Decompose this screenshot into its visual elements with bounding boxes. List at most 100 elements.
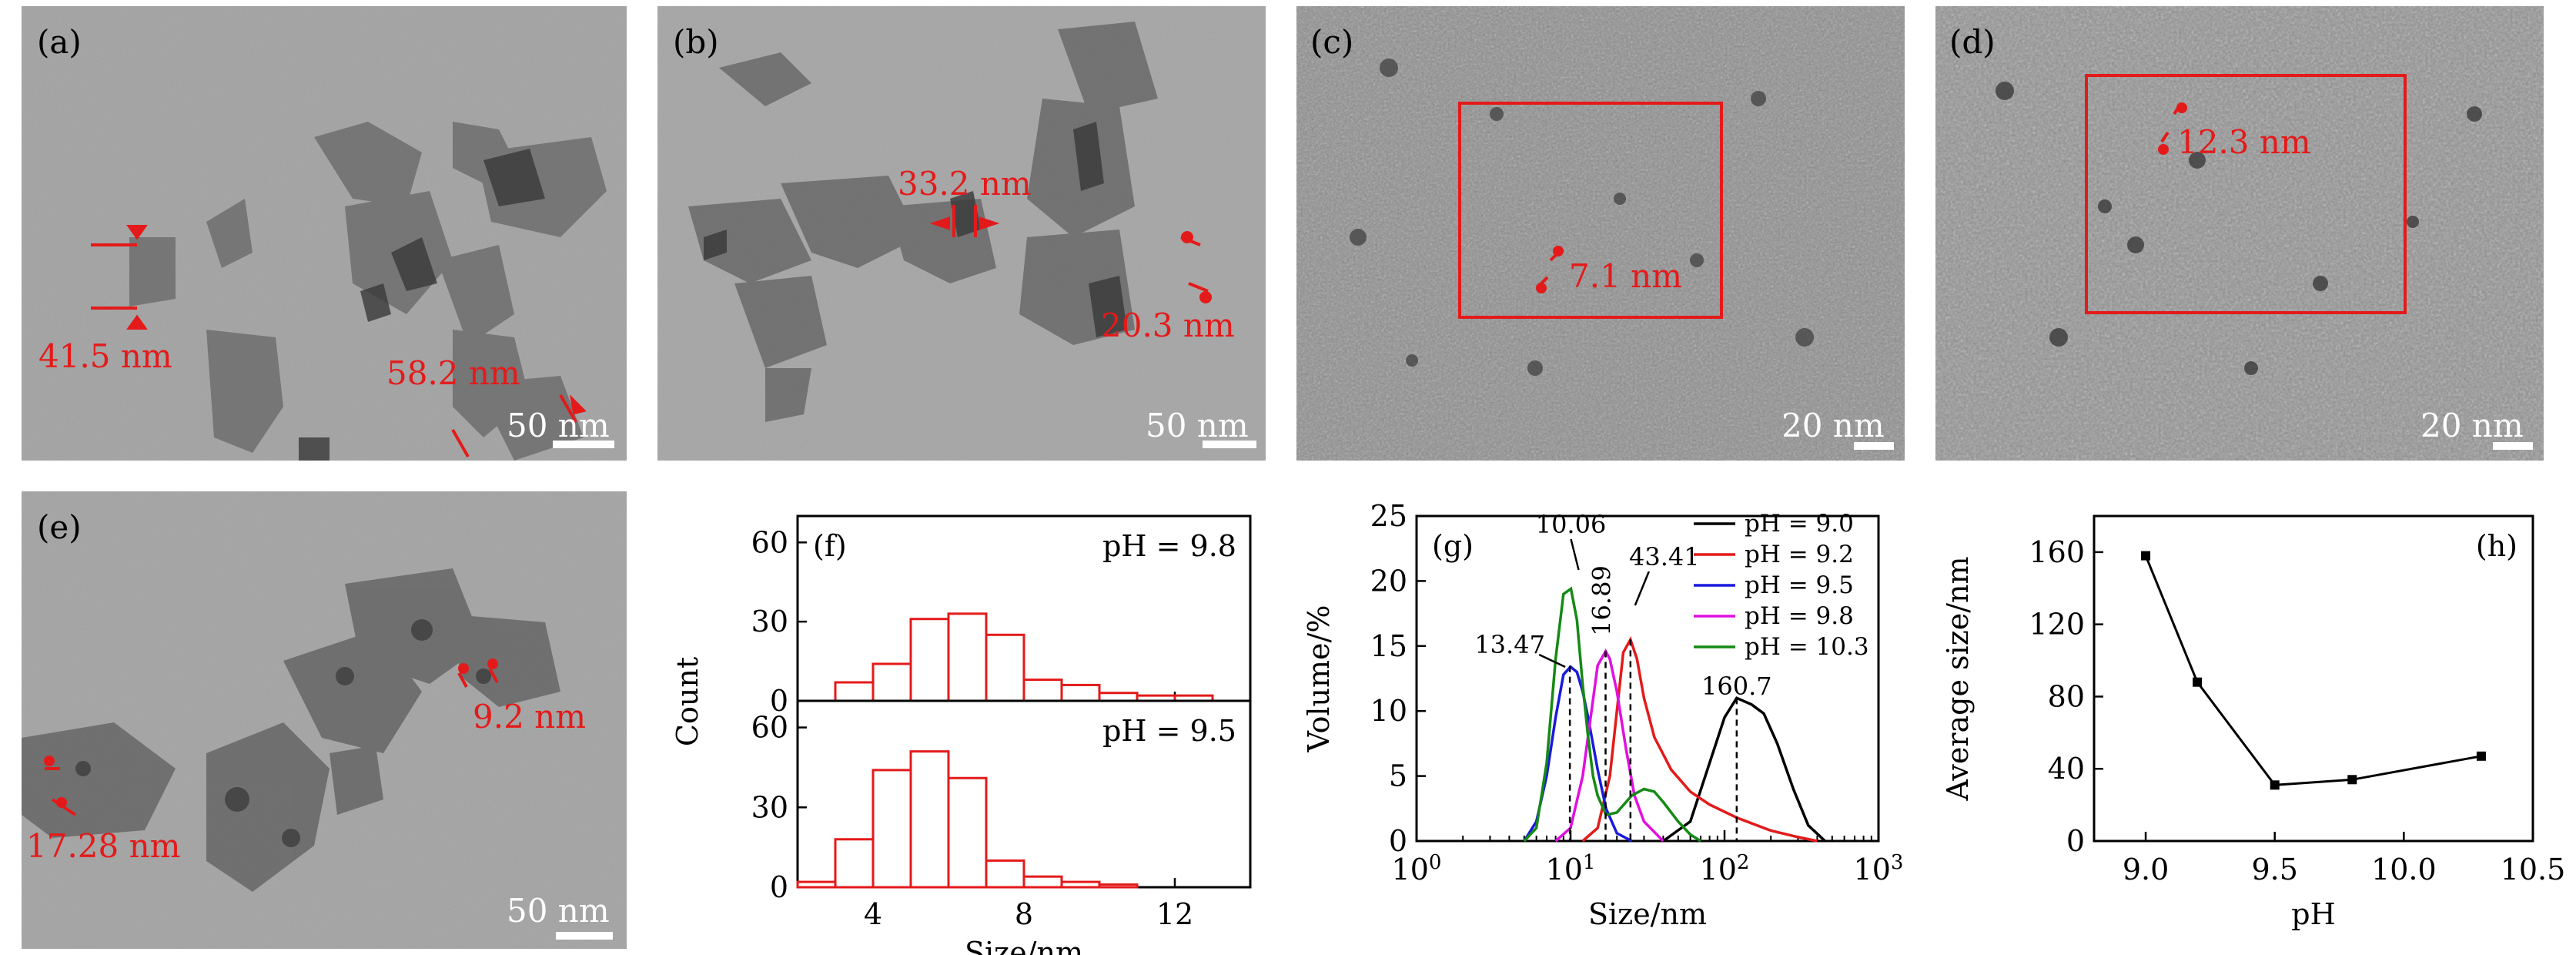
- size-annotation-20-3: 20.3 nm: [1101, 307, 1235, 344]
- histogram-bar: [947, 612, 988, 702]
- y-tick-label: 120: [2029, 608, 2085, 642]
- legend-label: pH = 9.0: [1745, 510, 1854, 538]
- histogram-bar: [1022, 679, 1063, 702]
- zoom-region: [2085, 74, 2407, 314]
- series-line: [1523, 586, 1701, 843]
- histogram-bar: [985, 859, 1025, 889]
- average-size-chart: 0 40 80 120 160 9.0 9.5 10.0 10.5 (h) pH Average si…: [1941, 514, 2566, 931]
- size-annotation-7-1: 7.1 nm: [1569, 257, 1683, 295]
- y-tick-label: 10: [1370, 694, 1407, 728]
- y-tick-label: 30: [751, 790, 788, 824]
- tem-panel-e: (e) 9.2 nm 17.28 nm 50 nm: [22, 491, 627, 949]
- histogram-bar: [985, 633, 1025, 702]
- panel-label-f: (f): [813, 529, 847, 563]
- tem-panel-c: (c) 7.1 nm 20 nm: [1296, 6, 1905, 461]
- y-tick-label: 30: [751, 605, 788, 638]
- scale-bar-label: 20 nm: [1781, 407, 1885, 444]
- x-tick-label: 9.5: [2251, 853, 2297, 886]
- size-annotation-41-5: 41.5 nm: [38, 337, 172, 375]
- x-axis-label: Size/nm: [1588, 897, 1707, 931]
- panel-label-g: (g): [1432, 529, 1474, 563]
- x-tick-label: 100: [1392, 851, 1442, 886]
- y-tick-label: 25: [1370, 499, 1407, 533]
- peak-label: 160.7: [1701, 672, 1772, 701]
- scale-bar: [1854, 442, 1894, 450]
- y-axis-label: Count: [671, 657, 704, 746]
- y-tick-label: 60: [751, 525, 788, 559]
- x-tick-label: 10.5: [2501, 853, 2566, 886]
- size-annotation-17-28: 17.28 nm: [26, 827, 181, 865]
- scale-bar-label: 50 nm: [507, 892, 610, 930]
- x-axis-label: Size/nm: [965, 936, 1083, 955]
- tem-panel-a: (a) 41.5 nm 58.2 nm 50 nm: [22, 6, 627, 461]
- panel-label-h: (h): [2476, 529, 2517, 563]
- particle-cluster: [129, 122, 607, 461]
- peak-arrow: [1634, 571, 1650, 606]
- y-tick-label: 0: [770, 684, 788, 718]
- y-axis-label: Volume/%: [1302, 605, 1336, 753]
- x-tick-label: 10.0: [2371, 853, 2437, 886]
- histogram-bar: [1060, 683, 1101, 702]
- measure-marks: [1536, 246, 1564, 293]
- x-tick-label: 102: [1700, 851, 1750, 886]
- series-line: [2144, 555, 2482, 786]
- peak-label: 13.47: [1474, 630, 1545, 659]
- y-tick-label: 20: [1370, 564, 1407, 598]
- x-tick-label: 9.0: [2123, 853, 2169, 886]
- tem-panel-b: (b) 33.2 nm 20.3 nm 50 nm: [657, 6, 1266, 461]
- scale-bar: [1203, 441, 1256, 448]
- histogram-bar: [1022, 875, 1063, 889]
- x-tick-label: 8: [1015, 897, 1033, 931]
- panel-label-a: (a): [37, 23, 82, 61]
- y-tick-label: 0: [770, 870, 788, 904]
- subplot-title: pH = 9.5: [1102, 714, 1236, 748]
- histogram-bar: [909, 618, 950, 702]
- y-tick-label: 60: [751, 711, 788, 745]
- scale-bar-label: 50 nm: [1146, 407, 1249, 444]
- histogram-bar: [871, 662, 912, 702]
- scale-bar: [2493, 442, 2533, 450]
- measure-marks: [44, 658, 499, 816]
- data-point: [2141, 551, 2151, 561]
- legend-label: pH = 9.5: [1745, 571, 1854, 599]
- peak-arrow: [1538, 653, 1566, 668]
- legend-label: pH = 10.3: [1745, 633, 1869, 661]
- panel-label-c: (c): [1310, 23, 1354, 61]
- chart-panel-g: 0 5 10 15 20 25 100 101 102 103 10.06 13.47 16.89 43.…: [1293, 493, 1909, 955]
- scale-bar-label: 20 nm: [2420, 407, 2524, 444]
- chart-panel-f: 0 30 60 pH = 9.8 0 30 60 pH = 9.5 (f) 4 8 12 Size/nm…: [662, 493, 1270, 955]
- x-tick-label: 103: [1854, 851, 1904, 886]
- y-tick-label: 160: [2029, 535, 2085, 569]
- scale-bar-label: 50 nm: [507, 407, 610, 444]
- x-tick-label: 12: [1156, 897, 1193, 931]
- measure-marks: [91, 225, 587, 457]
- peak-label: 43.41: [1629, 542, 1700, 571]
- histogram-bar: [1098, 883, 1139, 889]
- size-annotation-12-3: 12.3 nm: [2177, 123, 2311, 161]
- data-point: [2270, 780, 2280, 790]
- histogram-bar: [834, 681, 875, 702]
- histogram-bar: [1098, 692, 1139, 702]
- series-line: [1523, 665, 1633, 843]
- peak-label: 16.89: [1587, 565, 1617, 636]
- histogram-bar: [909, 750, 950, 889]
- histogram-bar: [1060, 880, 1101, 889]
- y-tick-label: 0: [1389, 824, 1407, 858]
- data-point: [2476, 751, 2486, 761]
- histogram-bar: [871, 769, 912, 889]
- scale-bar: [556, 932, 613, 940]
- x-axis-label: pH: [2291, 897, 2335, 931]
- tem-panel-d: (d) 12.3 nm 20 nm: [1935, 6, 2544, 461]
- panel-label-b: (b): [673, 23, 719, 61]
- histogram-chart: 0 30 60 pH = 9.8 0 30 60 pH = 9.5 (f) 4 8 12 Size/nm…: [671, 514, 1252, 955]
- x-tick-label: 101: [1546, 851, 1596, 886]
- plot-frame: [2093, 514, 2534, 843]
- y-tick-label: 40: [2048, 752, 2085, 786]
- histogram-bar: [834, 838, 875, 889]
- size-annotation-33-2: 33.2 nm: [898, 165, 1032, 203]
- size-distribution-chart: 0 5 10 15 20 25 100 101 102 103 10.06 13.47 16.89 43.…: [1302, 499, 1904, 931]
- peak-label: 10.06: [1536, 510, 1607, 539]
- y-tick-label: 80: [2048, 679, 2085, 713]
- y-tick-label: 15: [1370, 629, 1407, 663]
- measure-marks: [929, 205, 1212, 303]
